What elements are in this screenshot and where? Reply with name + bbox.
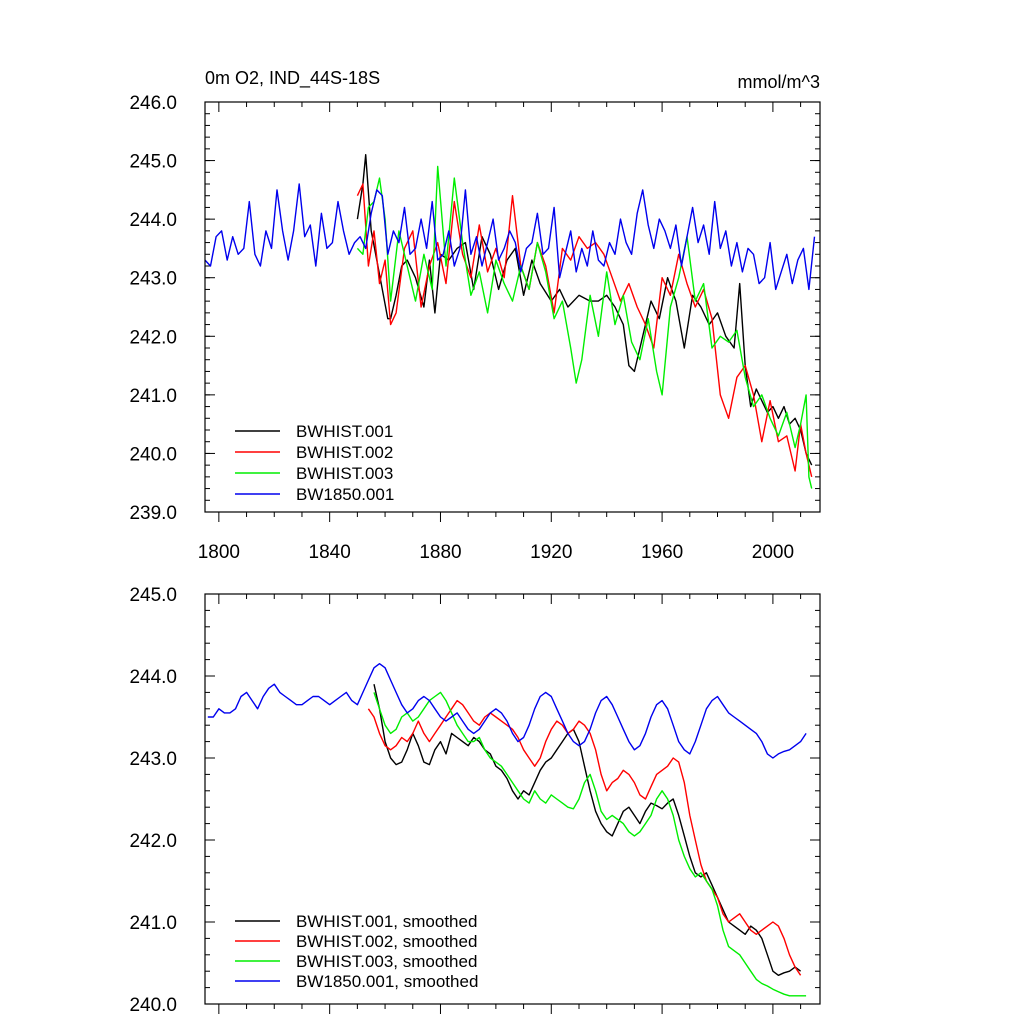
x-tick-label: 1840 [309,542,351,563]
y-tick-label: 245.0 [129,152,177,173]
x-tick-label: 1880 [419,542,461,563]
bottom-panel-frame [204,593,821,1005]
x-tick-label: 2000 [752,542,794,563]
top-panel-units: mmol/m^3 [738,72,820,92]
top-panel-axes: 239.0 240.0 241.0 242.0 243.0 244.0 245.0 246.0… [129,93,820,563]
legend-label: BW1850.001, smoothed [296,972,478,991]
top-panel-legend: BWHIST.001 BWHIST.002 BWHIST.003 BW1850.001 [235,422,394,504]
y-tick-label: 243.0 [129,749,177,770]
y-tick-label: 244.0 [129,667,177,688]
legend-label: BWHIST.002, smoothed [296,932,477,951]
y-tick-label: 245.0 [129,585,177,606]
legend-label: BW1850.001 [296,485,394,504]
x-tick-label: 1920 [530,542,572,563]
y-tick-label: 242.0 [129,327,177,348]
top-panel-title: 0m O2, IND_44S-18S [205,68,380,89]
y-tick-label: 243.0 [129,269,177,290]
x-tick-label: 1800 [198,542,240,563]
series-line-3 [373,691,807,997]
y-tick-label: 244.0 [129,210,177,231]
series-line-4 [204,183,816,291]
series-line-2 [356,183,813,478]
y-tick-label: 246.0 [129,93,177,114]
legend-label: BWHIST.002 [296,443,393,462]
bottom-panel: 240.0 241.0 242.0 243.0 244.0 245.0 BWHIST.00… [129,585,821,1016]
series-line-1 [356,153,813,466]
y-tick-label: 239.0 [129,503,177,524]
bottom-panel-series [207,663,807,997]
series-line-4 [207,663,807,759]
bottom-panel-axes: 240.0 241.0 242.0 243.0 244.0 245.0 [129,585,820,1016]
legend-label: BWHIST.003, smoothed [296,952,477,971]
y-tick-label: 240.0 [129,444,177,465]
legend-label: BWHIST.001, smoothed [296,912,477,931]
top-panel-frame [204,101,821,513]
legend-label: BWHIST.001 [296,422,393,441]
top-panel: 0m O2, IND_44S-18S mmol/m^3 239.0 240.0 24… [129,68,821,563]
y-tick-label: 240.0 [129,995,177,1016]
y-tick-label: 241.0 [129,913,177,934]
y-tick-label: 242.0 [129,831,177,852]
y-tick-label: 241.0 [129,386,177,407]
x-tick-label: 1960 [641,542,683,563]
top-panel-series [204,153,816,489]
series-line-2 [367,699,802,976]
legend-label: BWHIST.003 [296,464,393,483]
series-line-3 [356,165,813,489]
